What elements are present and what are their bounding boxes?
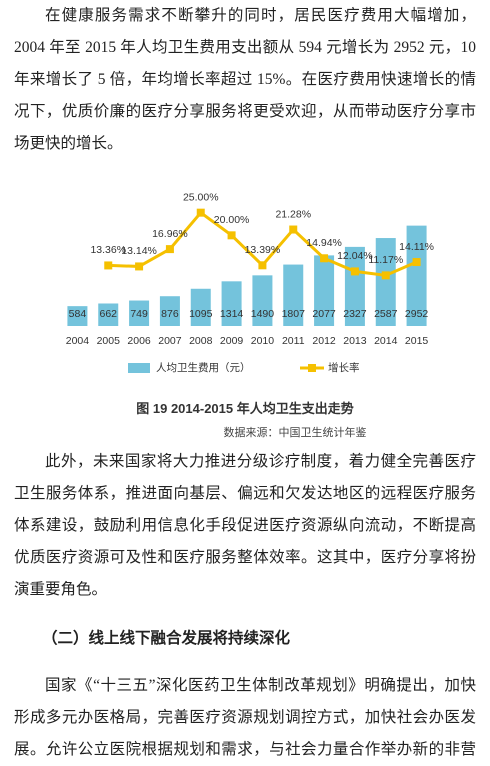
x-tick-label: 2007 <box>158 335 182 347</box>
line-value-label: 25.00% <box>183 191 219 203</box>
bar-value-label: 2077 <box>312 308 336 320</box>
bar <box>283 264 304 326</box>
x-tick-label: 2010 <box>251 335 275 347</box>
bar <box>252 275 273 326</box>
bar-value-label: 749 <box>130 308 148 320</box>
line-marker <box>258 261 267 270</box>
bar <box>375 238 396 326</box>
figure-caption: 图 19 2014-2015 年人均卫生支出走势 <box>136 401 354 416</box>
legend-swatch <box>308 364 316 372</box>
line-marker <box>104 261 113 270</box>
line-value-label: 11.17% <box>368 254 403 266</box>
bar <box>129 300 150 326</box>
x-tick-label: 2004 <box>66 335 90 347</box>
paragraph: 国家《“十三五”深化医药卫生体制改革规划》明确提出，加快形成多元办医格局，完善医… <box>14 677 476 758</box>
bar <box>98 303 119 326</box>
line-marker <box>135 262 144 271</box>
bar-value-label: 1490 <box>251 308 275 320</box>
line-value-label: 13.36% <box>90 244 126 256</box>
chart: 2004 2005 2006 2007 2008 2009 2010 2011 2012 2013… <box>66 191 434 374</box>
bar-value-label: 2952 <box>405 308 429 320</box>
bar <box>190 288 211 326</box>
line-marker <box>165 245 174 254</box>
line-value-label: 12.04% <box>337 250 373 262</box>
line-value-label: 21.28% <box>275 208 311 220</box>
line-value-label: 13.14% <box>121 245 157 257</box>
x-tick-label: 2014 <box>374 335 398 347</box>
bar <box>406 225 427 326</box>
bar <box>221 281 242 326</box>
figure-source: 数据来源：中国卫生统计年鉴 <box>223 427 367 439</box>
line-marker <box>412 258 421 267</box>
line-value-label: 20.00% <box>214 214 250 226</box>
bar-value-label: 1807 <box>282 308 306 320</box>
x-tick-label: 2009 <box>220 335 244 347</box>
line-marker <box>350 267 359 276</box>
line-marker <box>381 271 390 280</box>
bar-value-label: 584 <box>69 308 87 320</box>
x-tick-label: 2015 <box>405 335 429 347</box>
bar <box>344 246 365 326</box>
line-value-label: 13.39% <box>245 244 281 256</box>
bar-value-label: 876 <box>161 308 179 320</box>
x-tick-label: 2012 <box>312 335 336 347</box>
bar-value-label: 2587 <box>374 308 398 320</box>
paragraph: 在健康服务需求不断攀升的同时，居民医疗费用大幅增加，2004 年至 2015 年… <box>14 7 476 152</box>
line-marker <box>196 208 205 217</box>
x-tick-label: 2013 <box>343 335 367 347</box>
bar-value-label: 1095 <box>189 308 213 320</box>
x-tick-label: 2008 <box>189 335 213 347</box>
paragraph: 此外，未来国家将大力推进分级诊疗制度，着力健全完善医疗卫生服务体系，推进面向基层… <box>14 453 476 598</box>
section-heading: （二）线上线下融合发展将持续深化 <box>42 630 291 647</box>
bar <box>67 306 88 326</box>
bar <box>159 296 180 326</box>
bar <box>314 255 335 326</box>
line-marker <box>227 231 236 240</box>
bar-value-label: 1314 <box>220 308 244 320</box>
legend-label: 增长率 <box>328 361 360 374</box>
legend-label: 人均卫生费用（元） <box>156 361 251 374</box>
line-value-label: 16.96% <box>152 228 188 240</box>
line-value-label: 14.11% <box>399 241 434 253</box>
line-marker <box>289 225 298 234</box>
bar-value-label: 662 <box>99 308 117 320</box>
x-tick-label: 2005 <box>97 335 121 347</box>
bar-value-label: 2327 <box>343 308 367 320</box>
x-tick-label: 2011 <box>282 335 305 347</box>
line-marker <box>320 254 329 263</box>
x-tick-label: 2006 <box>127 335 151 347</box>
line-value-label: 14.94% <box>306 237 342 249</box>
legend-swatch <box>128 363 150 373</box>
